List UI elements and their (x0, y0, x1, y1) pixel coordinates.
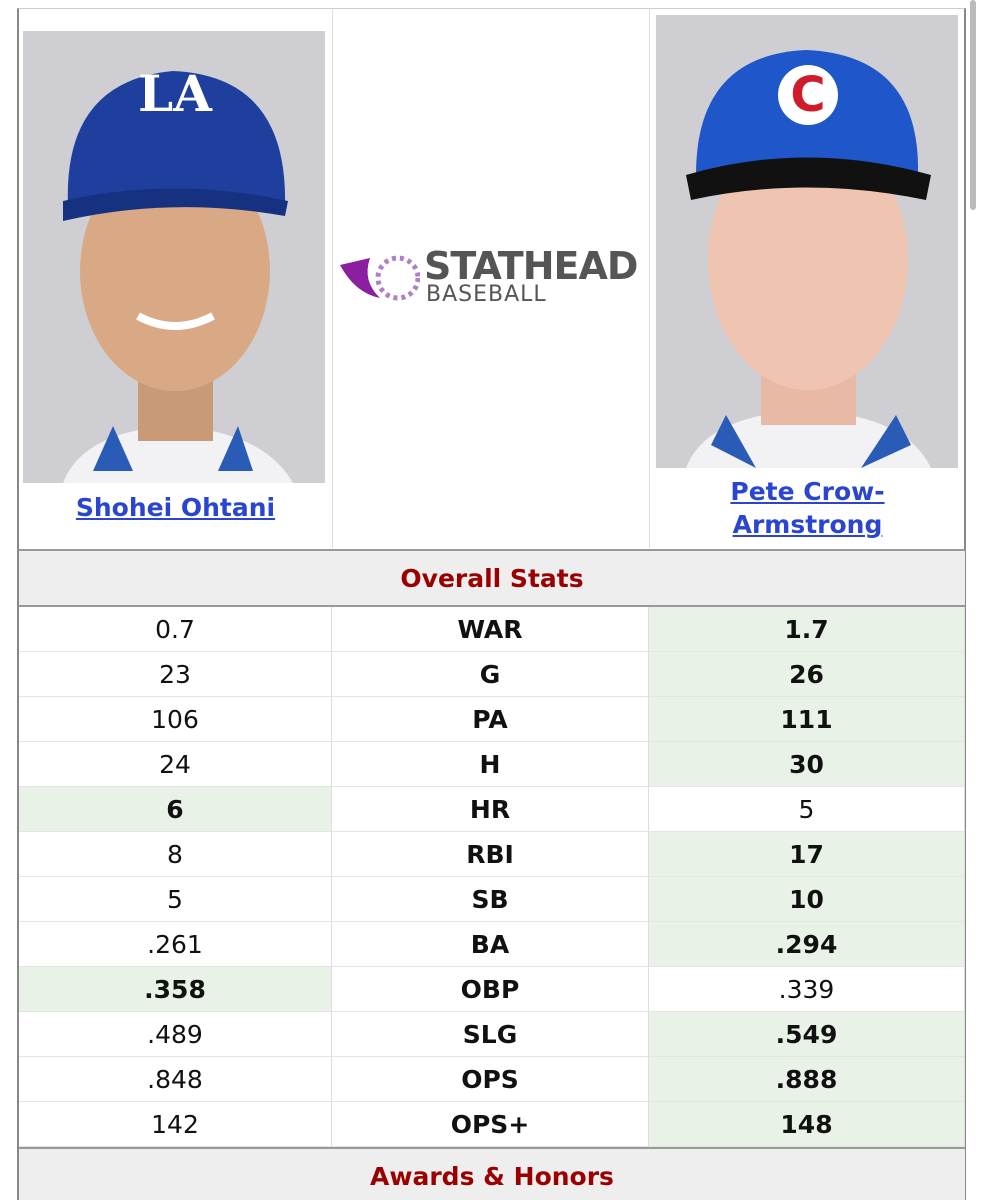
stat-value: .489 (19, 1012, 332, 1057)
stat-value: .294 (649, 922, 965, 967)
stat-name: OPS+ (332, 1102, 649, 1147)
stat-value: .358 (19, 967, 332, 1012)
player-name[interactable]: Shohei Ohtani (75, 493, 276, 522)
stat-name: PA (332, 697, 649, 742)
section-header: Awards & Honors (19, 1147, 965, 1200)
logo-sport: BASEBALL (426, 282, 547, 307)
stat-value: .848 (19, 1057, 332, 1102)
stat-value: 23 (19, 652, 332, 697)
stat-value: 106 (19, 697, 332, 742)
section-header: Overall Stats (19, 549, 965, 607)
player-name[interactable]: Pete Crow-Armstrong (730, 477, 885, 539)
scrollbar[interactable] (970, 0, 976, 210)
divider (649, 8, 650, 548)
stat-value: .549 (649, 1012, 965, 1057)
logo: STATHEAD BASEBALL (340, 244, 645, 308)
stat-value: 30 (649, 742, 965, 787)
svg-text:LA: LA (138, 64, 213, 123)
stat-value: 24 (19, 742, 332, 787)
stat-value: 10 (649, 877, 965, 922)
stat-name: H (332, 742, 649, 787)
logo-mark (340, 255, 420, 301)
stat-value: .888 (649, 1057, 965, 1102)
stat-name: SB (332, 877, 649, 922)
stat-value: 111 (649, 697, 965, 742)
stat-value: .261 (19, 922, 332, 967)
stat-name: RBI (332, 832, 649, 877)
logo-brand: STATHEAD (424, 244, 638, 288)
stat-value: 5 (649, 787, 965, 832)
stat-value: .339 (649, 967, 965, 1012)
stat-name: SLG (332, 1012, 649, 1057)
table-frame (17, 8, 966, 1200)
stat-value: 142 (19, 1102, 332, 1147)
stat-value: 148 (649, 1102, 965, 1147)
stat-name: G (332, 652, 649, 697)
stat-name: WAR (332, 607, 649, 652)
stat-value: 17 (649, 832, 965, 877)
stat-name: BA (332, 922, 649, 967)
stat-value: 0.7 (19, 607, 332, 652)
stat-value: 5 (19, 877, 332, 922)
stat-name: OBP (332, 967, 649, 1012)
stat-value: 26 (649, 652, 965, 697)
stat-value: 1.7 (649, 607, 965, 652)
player-photo: LA (23, 31, 325, 483)
divider (332, 8, 333, 548)
stat-value: 6 (19, 787, 332, 832)
stat-value: 8 (19, 832, 332, 877)
stat-name: HR (332, 787, 649, 832)
stat-name: OPS (332, 1057, 649, 1102)
player-photo: C (656, 15, 958, 468)
svg-text:C: C (790, 67, 825, 123)
